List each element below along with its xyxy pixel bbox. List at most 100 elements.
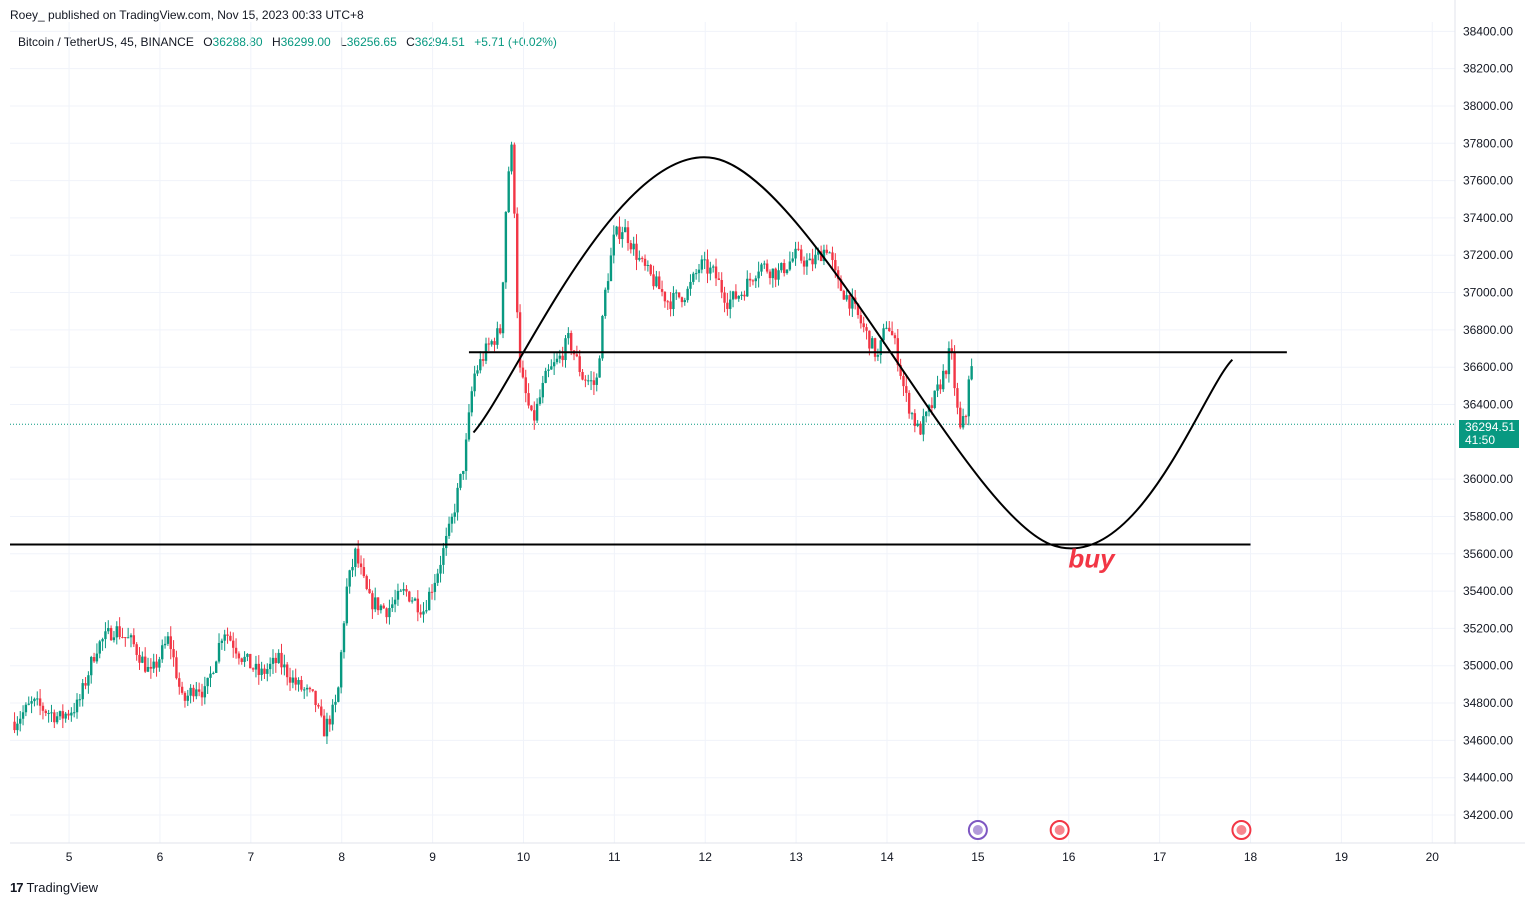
- candle-body: [538, 397, 542, 404]
- candle-body: [890, 331, 894, 336]
- candle-body: [50, 712, 53, 714]
- candle-body: [70, 712, 73, 716]
- candle-body: [13, 721, 16, 731]
- candle-body: [376, 597, 380, 611]
- candle-body: [263, 668, 266, 674]
- candle-body: [396, 590, 400, 600]
- candle-body: [947, 348, 951, 375]
- price-tick-label: 35000.00: [1463, 659, 1513, 673]
- candle-body: [851, 297, 854, 309]
- candle-body: [777, 270, 780, 280]
- candle-body: [862, 323, 865, 328]
- price-tick-label: 34600.00: [1463, 733, 1513, 747]
- candle-body: [604, 289, 607, 316]
- candle-body: [606, 281, 610, 290]
- candle-body: [905, 386, 908, 393]
- candle-body: [913, 413, 917, 426]
- candle-body: [646, 264, 650, 266]
- candle-body: [294, 677, 297, 685]
- candle-body: [115, 626, 118, 638]
- candle-body: [729, 299, 732, 309]
- candle-body: [459, 474, 462, 488]
- candle-body: [166, 636, 170, 644]
- candle-body: [734, 291, 738, 299]
- time-tick-label: 18: [1244, 850, 1258, 864]
- candle-body: [618, 226, 621, 240]
- candle-body: [794, 248, 797, 259]
- open-label: O: [203, 35, 213, 49]
- candle-body: [936, 384, 939, 391]
- candle-body: [356, 548, 360, 564]
- candle-body: [359, 563, 363, 568]
- time-tick-label: 6: [157, 850, 164, 864]
- candle-body: [933, 390, 936, 408]
- candle-body: [90, 657, 93, 676]
- candle-body: [953, 352, 956, 389]
- candle-body: [487, 343, 491, 345]
- candle-body: [893, 335, 897, 339]
- candle-body: [143, 656, 147, 672]
- candle-body: [791, 258, 794, 262]
- candle-body: [152, 661, 155, 669]
- candle-body: [311, 689, 314, 691]
- candle-body: [848, 295, 851, 309]
- candle-body: [808, 258, 811, 261]
- candle-body: [169, 636, 172, 650]
- candle-body: [172, 649, 175, 658]
- candle-body: [743, 294, 746, 297]
- candle-body: [382, 605, 385, 609]
- candle-body: [879, 340, 882, 355]
- candle-body: [339, 652, 343, 688]
- candle-body: [243, 656, 246, 662]
- candle-body: [163, 643, 167, 646]
- low-value: 36256.65: [346, 35, 397, 49]
- candle-body: [464, 439, 468, 472]
- price-tick-label: 34800.00: [1463, 696, 1513, 710]
- candle-body: [626, 227, 630, 244]
- candle-body: [374, 597, 377, 610]
- candle-body: [916, 423, 919, 426]
- candle-body: [223, 634, 226, 641]
- brand-footer[interactable]: 17 TradingView: [10, 880, 98, 895]
- candle-body: [186, 695, 189, 701]
- candle-body: [436, 573, 439, 583]
- candle-body: [788, 261, 792, 270]
- candle-body: [683, 300, 686, 303]
- candle-body: [138, 654, 141, 663]
- candle-body: [433, 582, 437, 592]
- candle-body: [427, 591, 431, 611]
- candle-body: [811, 258, 814, 265]
- time-tick-label: 12: [699, 850, 713, 864]
- tradingview-logo-icon: 17: [10, 880, 24, 895]
- time-tick-label: 7: [247, 850, 254, 864]
- candle-body: [723, 292, 726, 303]
- candle-body: [476, 370, 479, 374]
- candle-body: [944, 370, 948, 375]
- last-price-label: 36294.51 41:50: [1459, 420, 1519, 448]
- candle-body: [873, 338, 877, 357]
- candle-body: [541, 382, 544, 398]
- candle-body: [746, 278, 749, 297]
- candle-body: [629, 243, 633, 250]
- candle-body: [592, 380, 596, 385]
- candle-body: [328, 718, 331, 725]
- candle-body: [237, 653, 241, 659]
- candle-body: [27, 703, 30, 705]
- candle-body: [501, 282, 505, 334]
- candle-body: [711, 266, 715, 268]
- candle-body: [819, 251, 823, 262]
- brand-name: TradingView: [26, 880, 99, 895]
- close-value: 36294.51: [414, 35, 465, 49]
- candle-body: [104, 631, 107, 640]
- candle-body: [768, 271, 772, 279]
- high-label: H: [271, 35, 281, 49]
- candle-body: [297, 679, 300, 685]
- candle-body: [950, 348, 953, 353]
- candle-body: [726, 302, 729, 309]
- candle-body: [277, 652, 280, 664]
- candle-body: [740, 294, 743, 296]
- candle-body: [856, 303, 860, 316]
- time-tick-label: 17: [1153, 850, 1167, 864]
- candle-body: [677, 292, 681, 298]
